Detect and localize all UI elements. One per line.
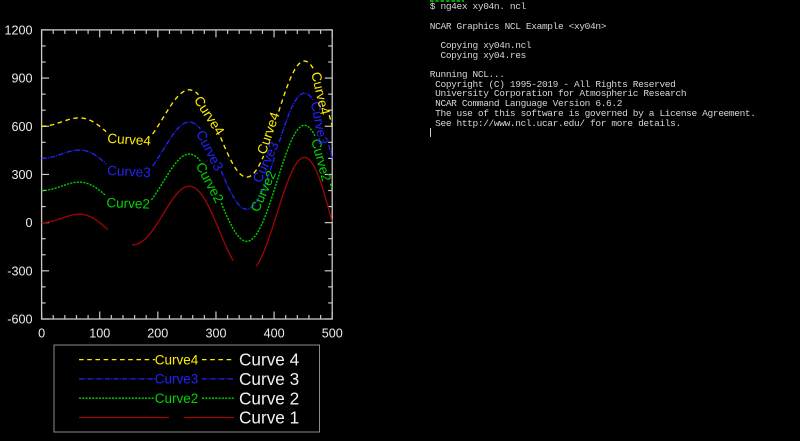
svg-text:900: 900 bbox=[11, 72, 32, 86]
svg-text:300: 300 bbox=[11, 168, 32, 182]
svg-text:Curve 3: Curve 3 bbox=[239, 369, 299, 389]
svg-text:Curve 1: Curve 1 bbox=[239, 408, 299, 428]
svg-text:400: 400 bbox=[264, 327, 285, 341]
svg-text:0: 0 bbox=[38, 327, 45, 341]
svg-text:Curve3: Curve3 bbox=[155, 372, 199, 387]
svg-text:Curve4: Curve4 bbox=[107, 131, 152, 149]
svg-text:-600: -600 bbox=[7, 313, 32, 327]
svg-text:0: 0 bbox=[25, 216, 32, 230]
svg-text:Curve3: Curve3 bbox=[107, 163, 151, 180]
svg-text:1200: 1200 bbox=[4, 23, 32, 37]
svg-text:100: 100 bbox=[89, 327, 110, 341]
svg-text:600: 600 bbox=[11, 120, 32, 134]
svg-text:200: 200 bbox=[147, 327, 168, 341]
svg-text:Curve2: Curve2 bbox=[155, 391, 199, 406]
svg-text:300: 300 bbox=[205, 327, 226, 341]
svg-text:Curve 4: Curve 4 bbox=[239, 350, 300, 370]
svg-text:500: 500 bbox=[322, 327, 343, 341]
svg-text:Curve 2: Curve 2 bbox=[239, 388, 299, 408]
svg-text:-300: -300 bbox=[7, 264, 32, 278]
svg-text:Curve4: Curve4 bbox=[155, 352, 199, 367]
svg-text:Curve2: Curve2 bbox=[106, 195, 150, 212]
